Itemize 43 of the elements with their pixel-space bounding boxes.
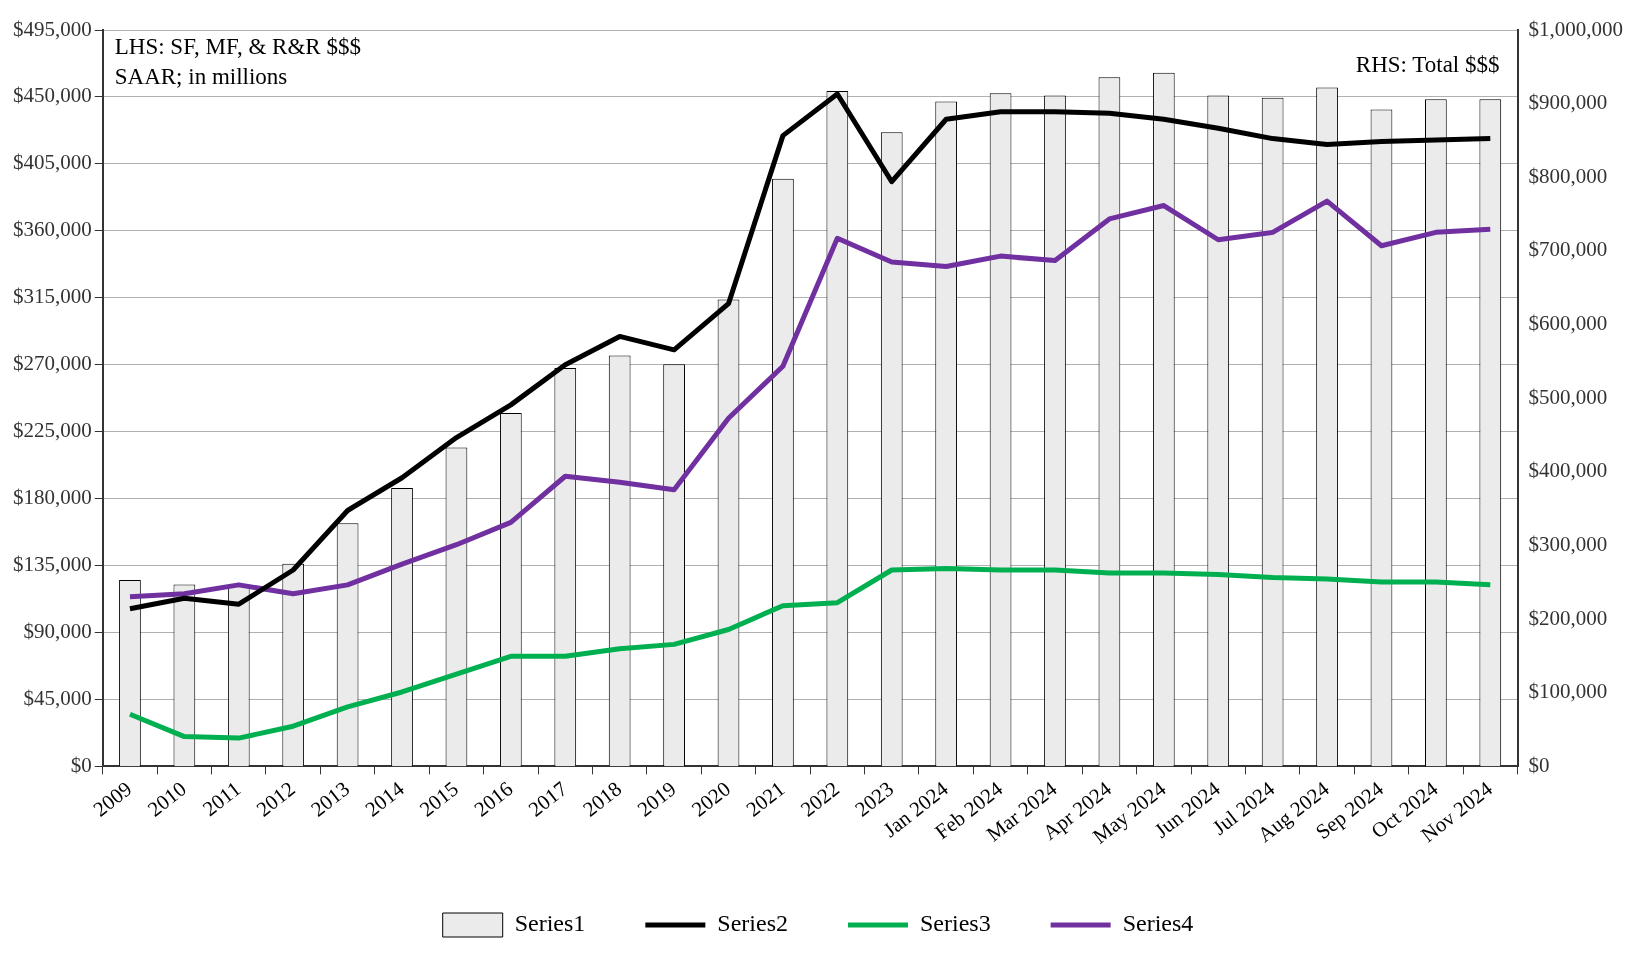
legend-label: Series4 [1122, 910, 1194, 937]
y2-tick-label: $0 [1528, 752, 1550, 777]
y2-tick-label: $900,000 [1528, 90, 1608, 115]
y-tick-label: $360,000 [13, 217, 92, 242]
legend-label: Series3 [920, 910, 991, 937]
x-tick-label: 2019 [632, 776, 681, 822]
x-tick-label: 2021 [741, 776, 790, 822]
legend-label: Series2 [717, 910, 788, 937]
y-tick-label: $270,000 [13, 351, 92, 376]
x-tick-label: 2018 [578, 776, 627, 822]
x-tick-label: 2020 [687, 776, 735, 822]
annotation: RHS: Total $$$ [1355, 51, 1500, 77]
x-tick-label: 2011 [198, 776, 246, 821]
legend-label: Series1 [514, 910, 586, 937]
x-tick-label: 2016 [469, 776, 518, 822]
annotation: SAAR; in millions [114, 63, 288, 89]
x-tick-label: 2015 [415, 776, 463, 822]
y-tick-label: $45,000 [23, 685, 92, 710]
y2-tick-label: $600,000 [1528, 311, 1608, 336]
annotation: LHS: SF, MF, & R&R $$$ [114, 33, 361, 59]
y-tick-label: $495,000 [13, 16, 92, 41]
y2-tick-label: $1,000,000 [1528, 16, 1623, 41]
y2-tick-label: $500,000 [1528, 384, 1608, 409]
y-tick-label: $225,000 [13, 418, 92, 443]
y-tick-label: $180,000 [13, 485, 92, 510]
y2-tick-label: $100,000 [1528, 679, 1608, 704]
y-tick-label: $135,000 [13, 552, 92, 577]
x-tick-label: 2012 [251, 776, 300, 822]
y-tick-label: $90,000 [23, 618, 92, 643]
y-tick-label: $0 [70, 752, 92, 777]
x-tick-label: 2014 [360, 776, 409, 822]
y-tick-label: $315,000 [13, 284, 92, 309]
y2-tick-label: $200,000 [1528, 605, 1608, 630]
x-tick-label: 2022 [795, 776, 844, 822]
x-tick-label: 2009 [88, 776, 137, 822]
y-tick-label: $405,000 [13, 150, 92, 175]
x-tick-label: 2013 [306, 776, 355, 822]
y2-tick-label: $300,000 [1528, 531, 1608, 556]
y2-tick-label: $700,000 [1528, 237, 1608, 262]
x-tick-label: 2010 [143, 776, 191, 822]
y2-tick-label: $800,000 [1528, 163, 1608, 188]
y2-tick-label: $400,000 [1528, 458, 1608, 483]
y-tick-label: $450,000 [13, 83, 92, 108]
